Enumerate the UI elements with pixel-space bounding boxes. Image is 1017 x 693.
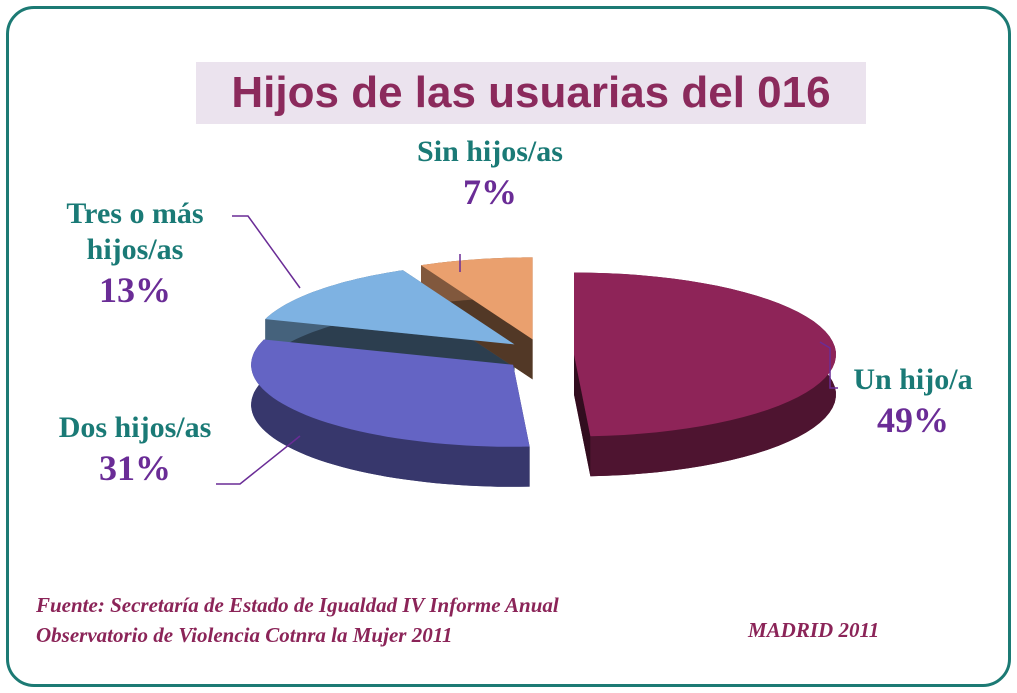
slice-label: Sin hijos/as 7% [400, 134, 580, 214]
value-label: 7% [463, 172, 517, 212]
leader-line [819, 341, 838, 389]
source-note: Fuente: Secretaría de Estado de Igualdad… [36, 593, 559, 647]
category-label: Dos hijos/as [58, 411, 212, 444]
value-label: 49% [877, 400, 949, 440]
category-label: Un hijo/a [853, 363, 973, 396]
slice [265, 270, 515, 345]
leader-line [232, 215, 301, 289]
slice [421, 257, 533, 340]
leader-line [216, 435, 301, 485]
slice [574, 272, 836, 437]
category-label: Tres o más hijos/as [66, 197, 204, 266]
category-label: Sin hijos/as [417, 135, 563, 168]
slice-side [574, 354, 591, 477]
chart-title: Hijos de las usuarias del 016 [196, 62, 866, 124]
value-label: 31% [99, 448, 171, 488]
value-label: 13% [99, 270, 171, 310]
slice [251, 339, 530, 447]
slice-label: Un hijo/a 49% [818, 362, 1008, 442]
slice-label: Dos hijos/as 31% [50, 410, 220, 490]
slice-wall [251, 339, 530, 487]
slice-label: Tres o más hijos/as 13% [30, 196, 240, 312]
place-date: MADRID 2011 [748, 618, 880, 642]
